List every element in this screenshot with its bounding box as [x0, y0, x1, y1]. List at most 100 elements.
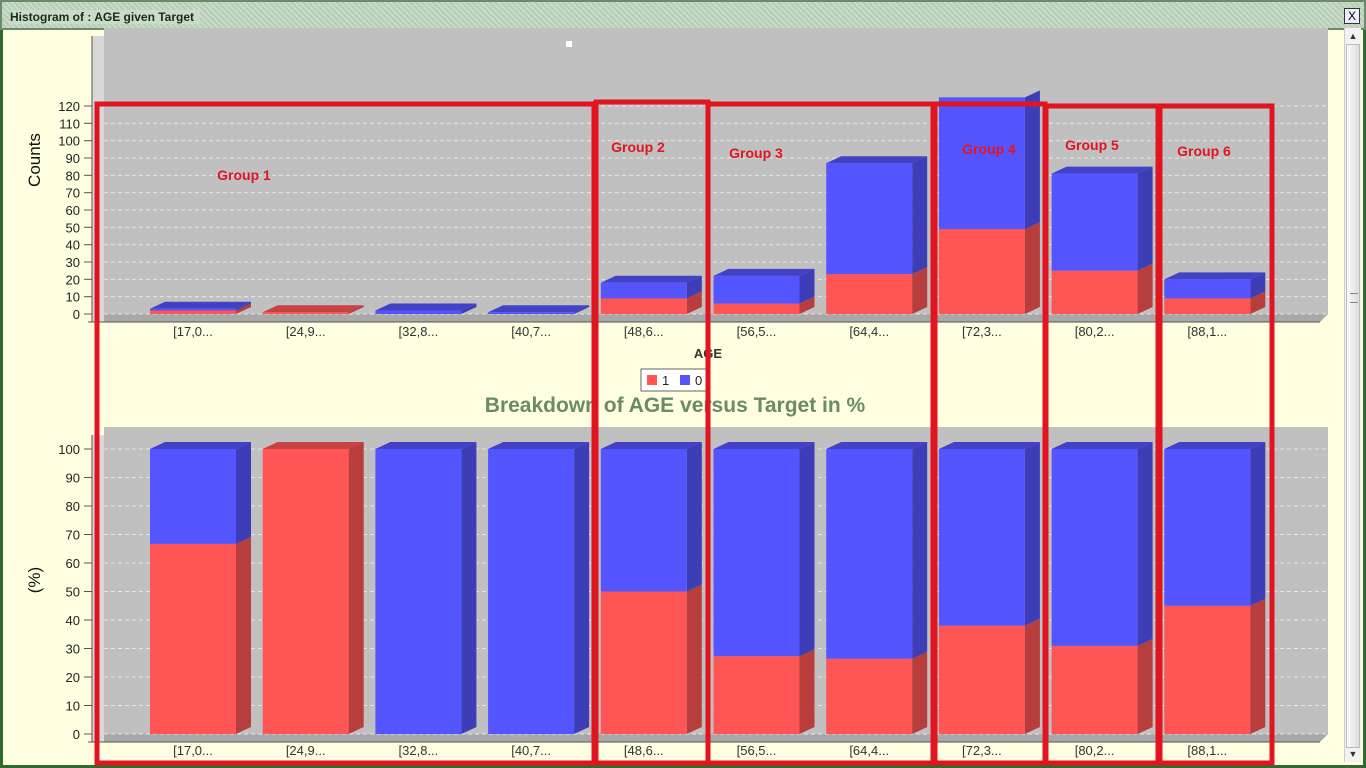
bar-series-0-2	[375, 310, 462, 314]
window-titlebar: Histogram of : AGE given Target X	[0, 0, 1366, 30]
scroll-down-arrow-icon[interactable]: ▼	[1348, 749, 1358, 759]
group-label-6: Group 6	[1177, 143, 1231, 159]
bar-top-8	[1051, 442, 1153, 449]
x-tick-label: [80,2...	[1075, 743, 1115, 758]
bar-series-1-4	[600, 591, 687, 734]
x-tick-label: [48,6...	[624, 743, 664, 758]
bar-side-1-5	[799, 296, 815, 314]
y-tick-label: 100	[58, 442, 80, 457]
y-tick-label: 30	[66, 255, 80, 270]
legend-swatch-0	[680, 375, 690, 385]
bar-side-1-7	[1024, 618, 1040, 734]
vertical-scrollbar[interactable]: ▲ ▼	[1344, 28, 1361, 762]
x-tick-label: [40,7...	[511, 324, 551, 339]
y-tick-label: 10	[66, 699, 80, 714]
y-tick-label: 50	[66, 220, 80, 235]
bar-series-1-1	[262, 449, 349, 734]
bar-side-1-4	[686, 584, 702, 734]
bar-top-3	[488, 305, 590, 313]
x-tick-label: [72,3...	[962, 324, 1002, 339]
y-tick-label: 10	[66, 290, 80, 305]
bar-series-1-0	[150, 543, 236, 734]
bar-series-1-9	[1164, 605, 1251, 734]
bar-side-0-9	[1250, 272, 1266, 299]
bar-top-4	[600, 275, 702, 283]
bar-series-1-5	[713, 656, 800, 734]
bar-top-2	[375, 303, 477, 311]
bar-top-7	[938, 442, 1040, 449]
bar-series-0-6	[826, 449, 913, 659]
group-label-4: Group 4	[962, 141, 1016, 157]
bar-side-1-9	[1250, 291, 1266, 314]
x-tick-label: [17,0...	[173, 324, 213, 339]
bar-series-0-9	[1164, 279, 1251, 299]
window-frame	[0, 30, 1366, 768]
bar-side-1-9	[1250, 598, 1266, 734]
x-tick-label: [88,1...	[1187, 324, 1227, 339]
x-tick-label: [80,2...	[1075, 324, 1115, 339]
x-tick-label: [24,9...	[286, 743, 326, 758]
grip-icon	[1350, 293, 1358, 303]
y-axis-label: Counts	[25, 133, 44, 187]
x-tick-label: [48,6...	[624, 324, 664, 339]
bar-series-0-2	[375, 449, 462, 734]
x-tick-label: [56,5...	[737, 743, 777, 758]
x-tick-label: [64,4...	[849, 743, 889, 758]
bar-series-0-8	[1051, 449, 1138, 646]
bar-series-0-3	[488, 312, 575, 314]
bar-side-1-5	[799, 649, 815, 734]
close-button[interactable]: X	[1344, 8, 1360, 24]
bar-side-0-8	[1137, 166, 1153, 271]
chart-canvas: 0102030405060708090100110120Counts[17,0.…	[25, 28, 1328, 766]
group-label-5: Group 5	[1065, 137, 1119, 153]
legend-label-0: 0	[695, 373, 702, 388]
window-title: Histogram of : AGE given Target	[10, 10, 201, 24]
bar-series-1-9	[1164, 298, 1251, 314]
y-tick-label: 90	[66, 471, 80, 486]
bar-side-0-2	[461, 442, 477, 734]
bar-side-0-7	[1024, 90, 1040, 230]
bar-top-1	[262, 305, 364, 313]
bar-top-6	[826, 442, 928, 449]
y-tick-label: 0	[73, 727, 80, 742]
bar-top-5	[713, 442, 815, 449]
counts-histogram: 0 10 20 30 40 50 60 70 80 90 100 110 120 Counts [17,0.…	[25, 28, 1328, 361]
bar-series-0-4	[600, 449, 687, 592]
x-tick-label: [17,0...	[173, 743, 213, 758]
bar-side-0-0	[236, 301, 251, 311]
x-tick-label: [32,8...	[399, 324, 439, 339]
bar-top-4	[600, 442, 702, 449]
group-label-1: Group 1	[217, 167, 271, 183]
bar-series-1-6	[826, 274, 913, 314]
bar-side-0-6	[912, 156, 928, 275]
bar-side-1-0	[236, 303, 251, 314]
bar-series-1-6	[826, 658, 913, 734]
bar-top-1	[262, 442, 364, 449]
chart-title: Breakdown of AGE versus Target in %	[485, 394, 866, 417]
y-tick-label: 50	[66, 585, 80, 600]
y-tick-label: 70	[66, 528, 80, 543]
bar-side-1-6	[912, 651, 928, 734]
group-label-2: Group 2	[611, 139, 665, 155]
bar-series-1-7	[938, 229, 1025, 314]
y-tick-label: 60	[66, 203, 80, 218]
scrollbar-thumb[interactable]	[1346, 44, 1360, 748]
bar-series-0-6	[826, 163, 913, 275]
bar-series-0-4	[600, 282, 687, 299]
y-tick-label: 80	[66, 499, 80, 514]
x-tick-label: [32,8...	[399, 743, 439, 758]
x-tick-label: [88,1...	[1187, 743, 1227, 758]
bar-series-0-7	[938, 449, 1025, 626]
y-tick-label: 30	[66, 642, 80, 657]
legend-swatch-1	[647, 375, 657, 385]
scroll-up-arrow-icon[interactable]: ▲	[1348, 31, 1358, 41]
bar-top-0	[150, 442, 251, 449]
bar-side-1-1	[348, 305, 364, 314]
y-tick-label: 20	[66, 272, 80, 287]
bar-side-0-5	[799, 442, 815, 657]
bar-top-2	[375, 442, 477, 449]
bar-series-0-9	[1164, 449, 1251, 606]
y-tick-label: 120	[58, 99, 80, 114]
bar-series-0-3	[488, 449, 575, 734]
bar-series-1-5	[713, 303, 800, 314]
